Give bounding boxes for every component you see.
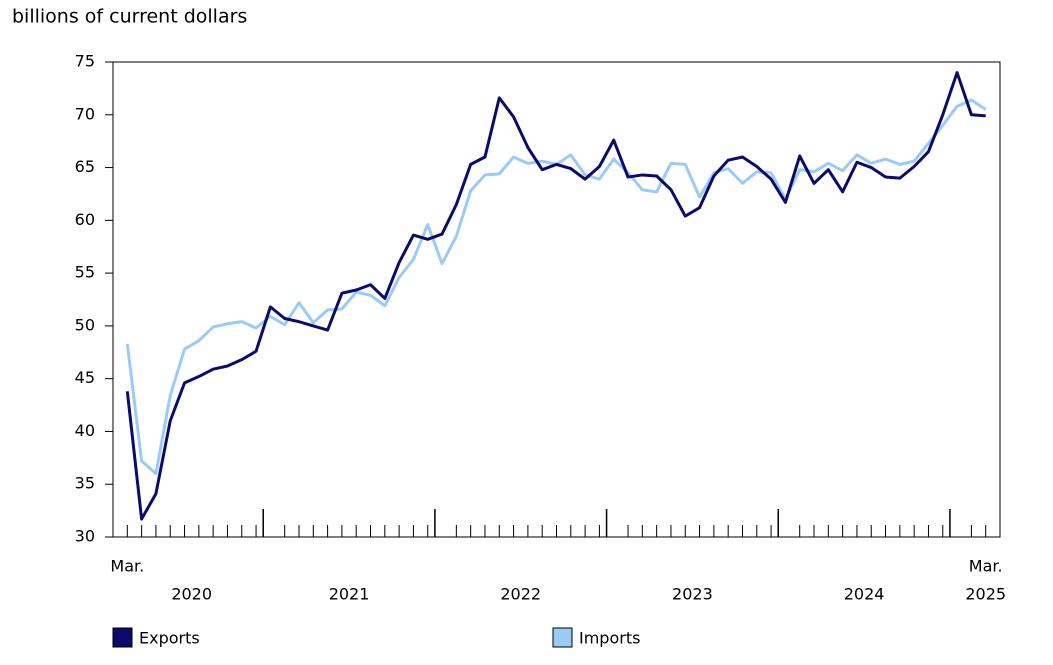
x-tick-label: Mar. [110, 557, 144, 576]
y-tick-label: 65 [75, 157, 95, 176]
y-tick-label: 40 [75, 421, 95, 440]
x-tick-label: Mar. [969, 557, 1003, 576]
year-label: 2022 [500, 585, 541, 604]
y-tick-label: 50 [75, 315, 95, 334]
plot-frame [112, 61, 1001, 538]
legend-swatch [112, 627, 133, 648]
y-tick-label: 75 [75, 52, 95, 71]
year-label: 2023 [672, 585, 713, 604]
year-label: 2020 [171, 585, 212, 604]
y-tick-label: 60 [75, 210, 95, 229]
legend-label: Imports [579, 629, 640, 648]
legend-swatch [552, 627, 573, 648]
year-label: 2025 [965, 585, 1006, 604]
y-axis-label: billions of current dollars [12, 6, 247, 28]
y-tick-label: 45 [75, 368, 95, 387]
series-line [125, 98, 987, 476]
y-tick-label: 35 [75, 474, 95, 493]
y-tick-label: 55 [75, 263, 95, 282]
y-tick-label: 70 [75, 104, 95, 123]
year-label: 2021 [329, 585, 370, 604]
legend-label: Exports [139, 629, 200, 648]
y-tick-label: 30 [75, 527, 95, 546]
series-line [125, 71, 986, 521]
year-label: 2024 [844, 585, 885, 604]
